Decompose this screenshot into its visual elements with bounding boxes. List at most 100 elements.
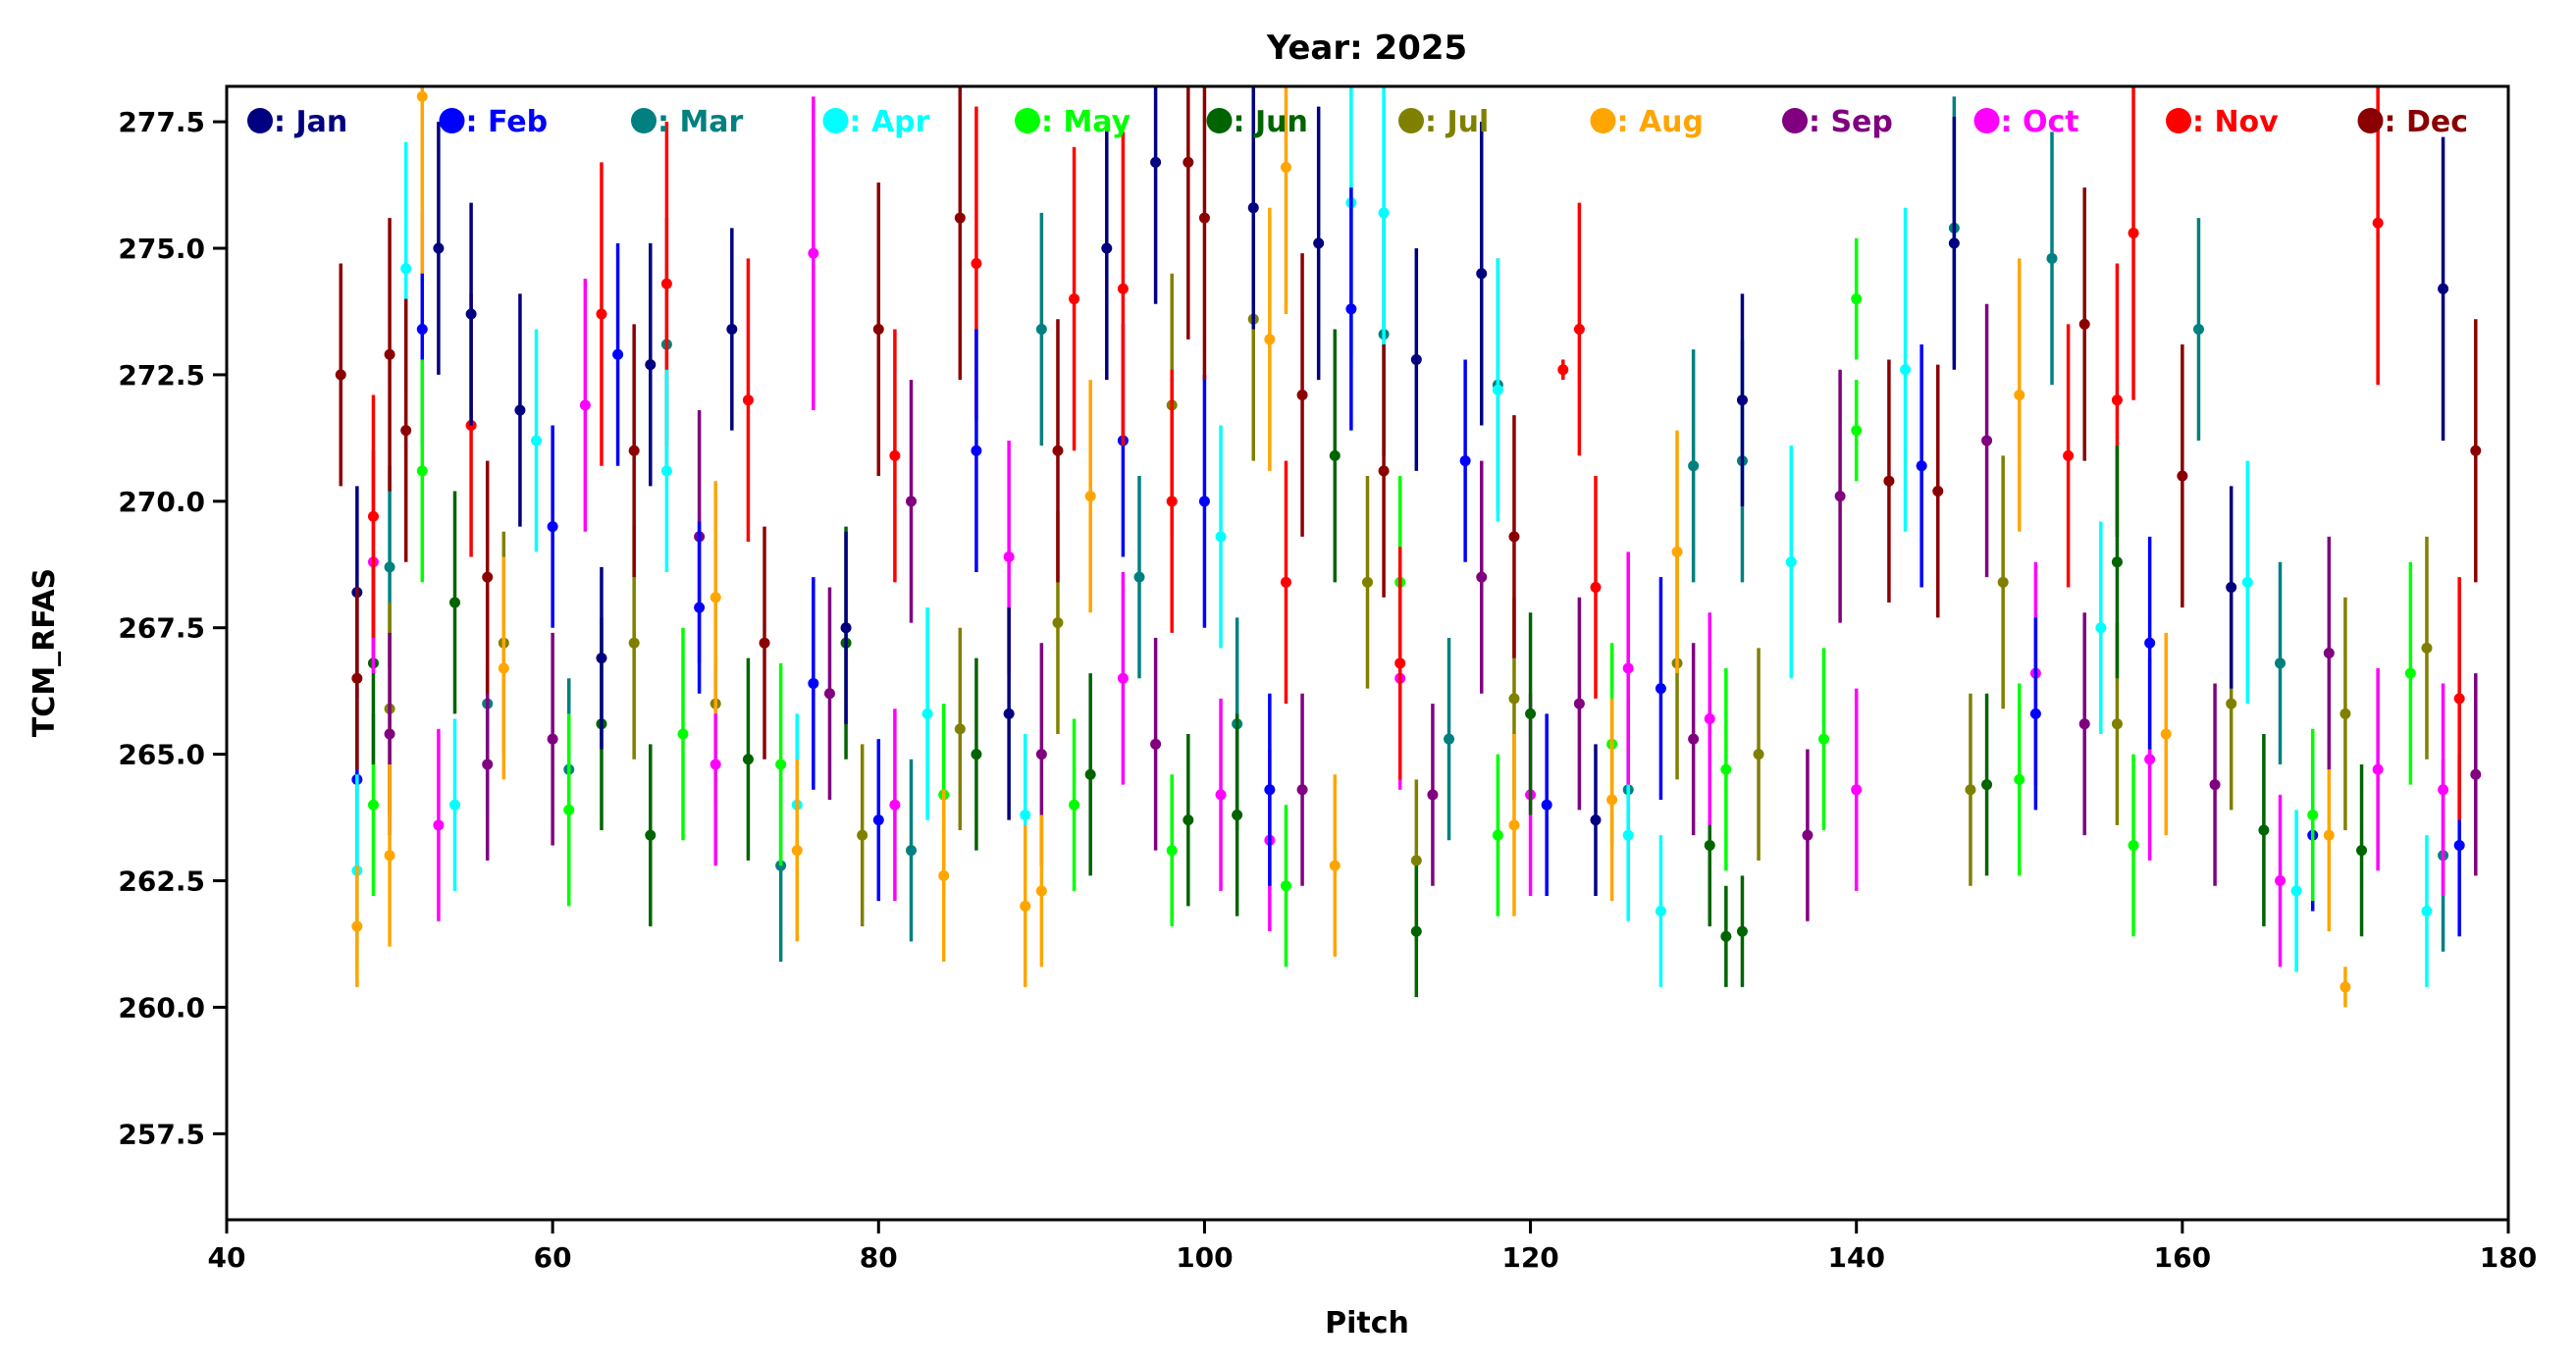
data-point <box>2339 981 2351 993</box>
legend-marker-icon <box>1398 108 1424 133</box>
data-point <box>1476 268 1488 280</box>
data-point <box>1932 486 1944 497</box>
legend-marker-icon <box>631 108 657 133</box>
data-point <box>1459 455 1471 467</box>
data-point <box>433 242 445 254</box>
data-point <box>1035 749 1047 761</box>
legend-marker-icon <box>247 108 273 133</box>
data-point <box>1704 713 1715 725</box>
legend-label: : Mar <box>657 105 744 139</box>
data-point <box>1329 860 1341 871</box>
data-point <box>1069 799 1080 811</box>
data-point <box>400 263 412 275</box>
data-point <box>2421 905 2433 917</box>
data-point <box>547 521 558 533</box>
data-point <box>1296 390 1308 401</box>
data-point <box>2078 318 2090 330</box>
data-point <box>1362 576 1373 588</box>
data-point <box>1720 930 1732 942</box>
data-point <box>1606 794 1618 806</box>
data-point <box>1948 237 1960 249</box>
data-point <box>1508 693 1520 705</box>
data-point <box>1052 445 1064 456</box>
data-point <box>367 799 379 811</box>
data-point <box>889 799 901 811</box>
data-point <box>2470 768 2482 780</box>
data-point <box>710 592 721 604</box>
data-point <box>1688 733 1700 745</box>
data-point <box>775 759 787 770</box>
y-tick-label: 265.0 <box>118 739 205 771</box>
data-point <box>1166 845 1178 857</box>
data-point <box>2177 470 2188 482</box>
data-point <box>384 348 395 360</box>
x-axis-label: Pitch <box>1325 1306 1409 1340</box>
data-point <box>906 496 917 507</box>
legend-marker-icon <box>1206 108 1233 133</box>
data-point <box>1378 207 1390 219</box>
legend-marker-icon <box>1782 108 1808 133</box>
data-point <box>2241 576 2253 588</box>
data-point <box>1622 829 1634 841</box>
data-point <box>416 324 428 335</box>
data-point <box>1427 789 1439 801</box>
data-point <box>791 845 803 857</box>
data-point <box>1655 905 1666 917</box>
data-point <box>1508 819 1520 831</box>
data-point <box>547 733 558 745</box>
data-point <box>2339 708 2351 719</box>
data-point <box>1883 475 1895 487</box>
data-point <box>726 324 738 335</box>
axes-frame <box>225 84 2510 1222</box>
legend-marker-icon <box>822 108 849 133</box>
y-tick-label: 270.0 <box>118 486 205 518</box>
data-point <box>1264 784 1276 796</box>
data-point <box>971 257 982 269</box>
data-point <box>1476 571 1488 583</box>
data-point <box>1345 303 1357 315</box>
data-point <box>1573 324 1585 335</box>
data-point <box>1965 784 1976 796</box>
data-point <box>416 90 428 102</box>
data-point <box>1590 581 1602 593</box>
data-point <box>2323 829 2335 841</box>
data-point <box>1541 799 1552 811</box>
data-point <box>1444 733 1455 745</box>
data-point <box>1198 496 1210 507</box>
data-point <box>1052 617 1064 629</box>
data-point <box>1736 394 1748 406</box>
data-point <box>1997 576 2009 588</box>
data-point <box>1101 242 1113 254</box>
data-point <box>1720 763 1732 775</box>
legend-marker-icon <box>1973 108 2000 133</box>
data-point <box>351 920 363 932</box>
data-point <box>1133 571 1145 583</box>
data-point <box>2226 698 2237 709</box>
data-point <box>710 759 721 770</box>
y-tick-label: 272.5 <box>118 359 205 392</box>
data-point <box>1183 814 1194 826</box>
data-point <box>498 662 509 674</box>
data-point <box>1410 855 1422 866</box>
data-point <box>2160 728 2172 740</box>
y-tick-label: 262.5 <box>118 866 205 898</box>
data-point <box>2078 718 2090 730</box>
data-point <box>1671 546 1683 557</box>
data-point <box>1622 662 1634 674</box>
data-point <box>1020 810 1031 820</box>
data-point <box>416 465 428 477</box>
data-point <box>2128 228 2139 239</box>
x-tick-label: 80 <box>860 1241 898 1274</box>
data-point <box>1753 749 1764 761</box>
data-point <box>2111 394 2123 406</box>
legend-marker-icon <box>2357 108 2384 133</box>
data-point <box>2470 445 2482 456</box>
data-point <box>531 435 543 446</box>
data-point <box>823 688 835 700</box>
data-point <box>1834 491 1846 502</box>
data-point <box>660 278 672 289</box>
legend-marker-icon <box>439 108 465 133</box>
data-point <box>1525 708 1537 719</box>
data-point <box>1264 334 1276 345</box>
data-point <box>694 602 706 613</box>
